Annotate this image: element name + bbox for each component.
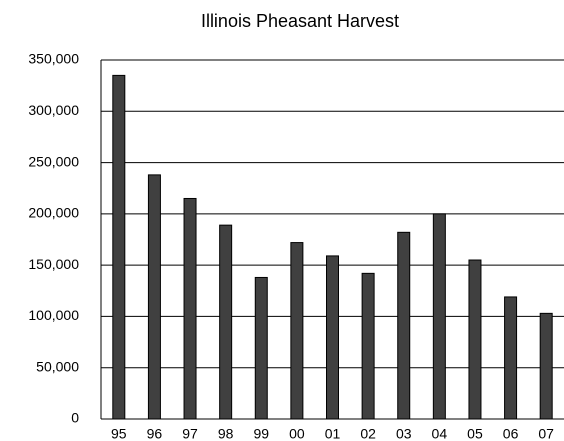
bar xyxy=(112,74,126,420)
x-tick-label: 04 xyxy=(432,426,448,441)
bar xyxy=(326,255,339,420)
x-tick-label: 98 xyxy=(218,426,234,441)
x-tick-label: 01 xyxy=(325,426,341,441)
x-tick-label: 02 xyxy=(360,426,376,441)
y-tick-label: 0 xyxy=(71,410,79,426)
chart-title: Illinois Pheasant Harvest xyxy=(201,11,399,31)
bar xyxy=(432,213,446,420)
bar xyxy=(504,296,518,420)
x-tick-label: 99 xyxy=(253,426,269,441)
y-tick-label: 100,000 xyxy=(28,307,79,323)
x-tick-label: 96 xyxy=(147,426,163,441)
bar xyxy=(539,312,553,420)
bar xyxy=(468,259,482,420)
bar xyxy=(290,242,304,420)
bar xyxy=(219,224,233,420)
x-tick-label: 95 xyxy=(111,426,127,441)
bar xyxy=(183,197,197,420)
bar xyxy=(147,174,161,420)
x-tick-label: 07 xyxy=(538,426,554,441)
x-tick-label: 06 xyxy=(503,426,519,441)
y-tick-label: 150,000 xyxy=(28,256,79,272)
x-tick-label: 97 xyxy=(182,426,198,441)
x-tick-label: 00 xyxy=(289,426,305,441)
bar xyxy=(361,272,375,420)
x-tick-label: 05 xyxy=(467,426,483,441)
y-tick-label: 350,000 xyxy=(28,51,79,67)
y-tick-label: 300,000 xyxy=(28,102,79,118)
y-tick-label: 50,000 xyxy=(36,358,79,374)
x-tick-label: 03 xyxy=(396,426,412,441)
y-tick-label: 250,000 xyxy=(28,153,79,169)
bar xyxy=(397,231,411,420)
y-tick-label: 200,000 xyxy=(28,205,79,221)
bar xyxy=(254,276,268,420)
